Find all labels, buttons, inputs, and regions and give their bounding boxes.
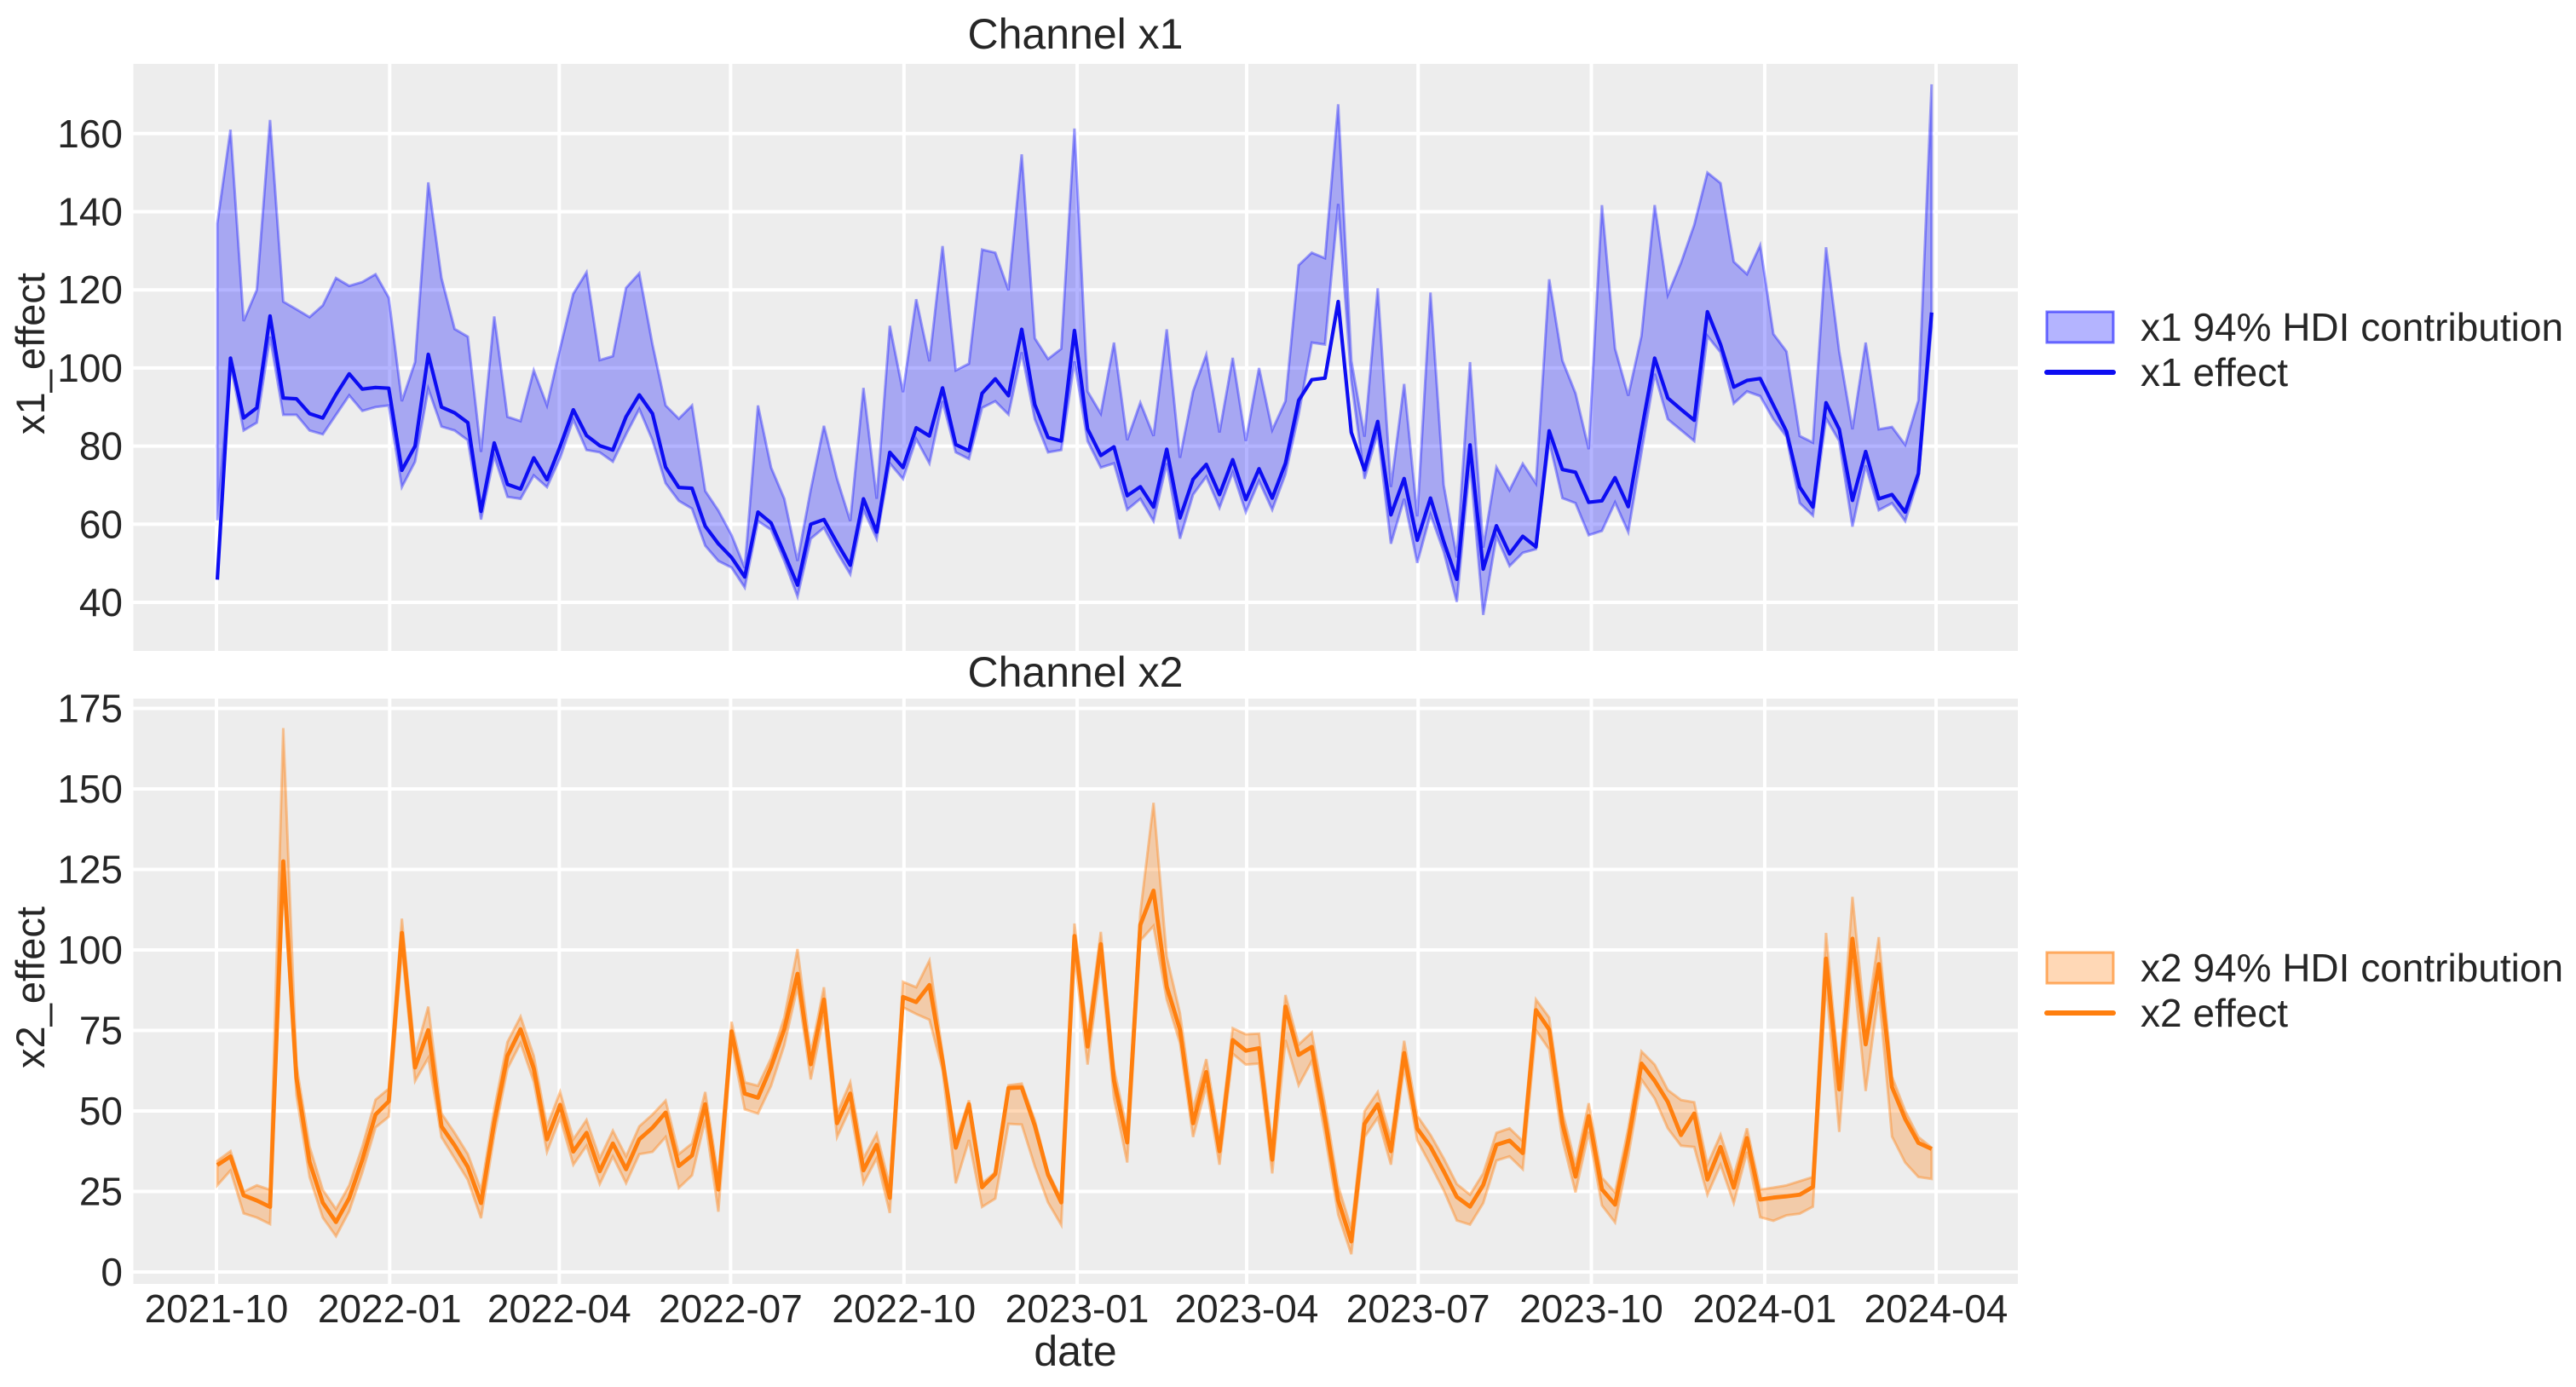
svg-text:140: 140 [57, 190, 123, 234]
svg-text:2023-10: 2023-10 [1519, 1286, 1663, 1331]
svg-text:0: 0 [101, 1250, 123, 1294]
svg-text:2022-04: 2022-04 [487, 1286, 631, 1331]
svg-text:2024-04: 2024-04 [1864, 1286, 2008, 1331]
svg-text:175: 175 [57, 687, 123, 731]
svg-text:2024-01: 2024-01 [1692, 1286, 1836, 1331]
svg-text:80: 80 [79, 424, 123, 469]
svg-text:25: 25 [79, 1170, 123, 1214]
svg-text:Channel x2: Channel x2 [968, 648, 1184, 696]
svg-text:100: 100 [57, 346, 123, 390]
svg-text:x1 94% HDI contribution: x1 94% HDI contribution [2141, 305, 2563, 349]
svg-text:x2 effect: x2 effect [2141, 991, 2288, 1035]
svg-text:x1_effect: x1_effect [8, 273, 53, 435]
svg-text:60: 60 [79, 502, 123, 546]
svg-text:40: 40 [79, 580, 123, 624]
svg-text:date: date [1034, 1327, 1116, 1375]
svg-text:2021-10: 2021-10 [145, 1286, 289, 1331]
svg-text:2023-07: 2023-07 [1346, 1286, 1490, 1331]
svg-text:120: 120 [57, 268, 123, 312]
svg-text:2022-01: 2022-01 [318, 1286, 462, 1331]
svg-text:x2 94% HDI contribution: x2 94% HDI contribution [2141, 946, 2563, 990]
svg-text:x1 effect: x1 effect [2141, 350, 2288, 394]
svg-text:Channel x1: Channel x1 [968, 10, 1184, 58]
svg-text:2022-07: 2022-07 [659, 1286, 803, 1331]
svg-text:x2_effect: x2_effect [8, 906, 53, 1068]
svg-text:2023-04: 2023-04 [1175, 1286, 1319, 1331]
svg-text:50: 50 [79, 1089, 123, 1133]
svg-text:150: 150 [57, 767, 123, 811]
svg-text:75: 75 [79, 1009, 123, 1053]
svg-text:100: 100 [57, 928, 123, 972]
svg-text:2023-01: 2023-01 [1006, 1286, 1150, 1331]
svg-text:160: 160 [57, 112, 123, 156]
svg-text:2022-10: 2022-10 [832, 1286, 976, 1331]
svg-text:125: 125 [57, 848, 123, 892]
